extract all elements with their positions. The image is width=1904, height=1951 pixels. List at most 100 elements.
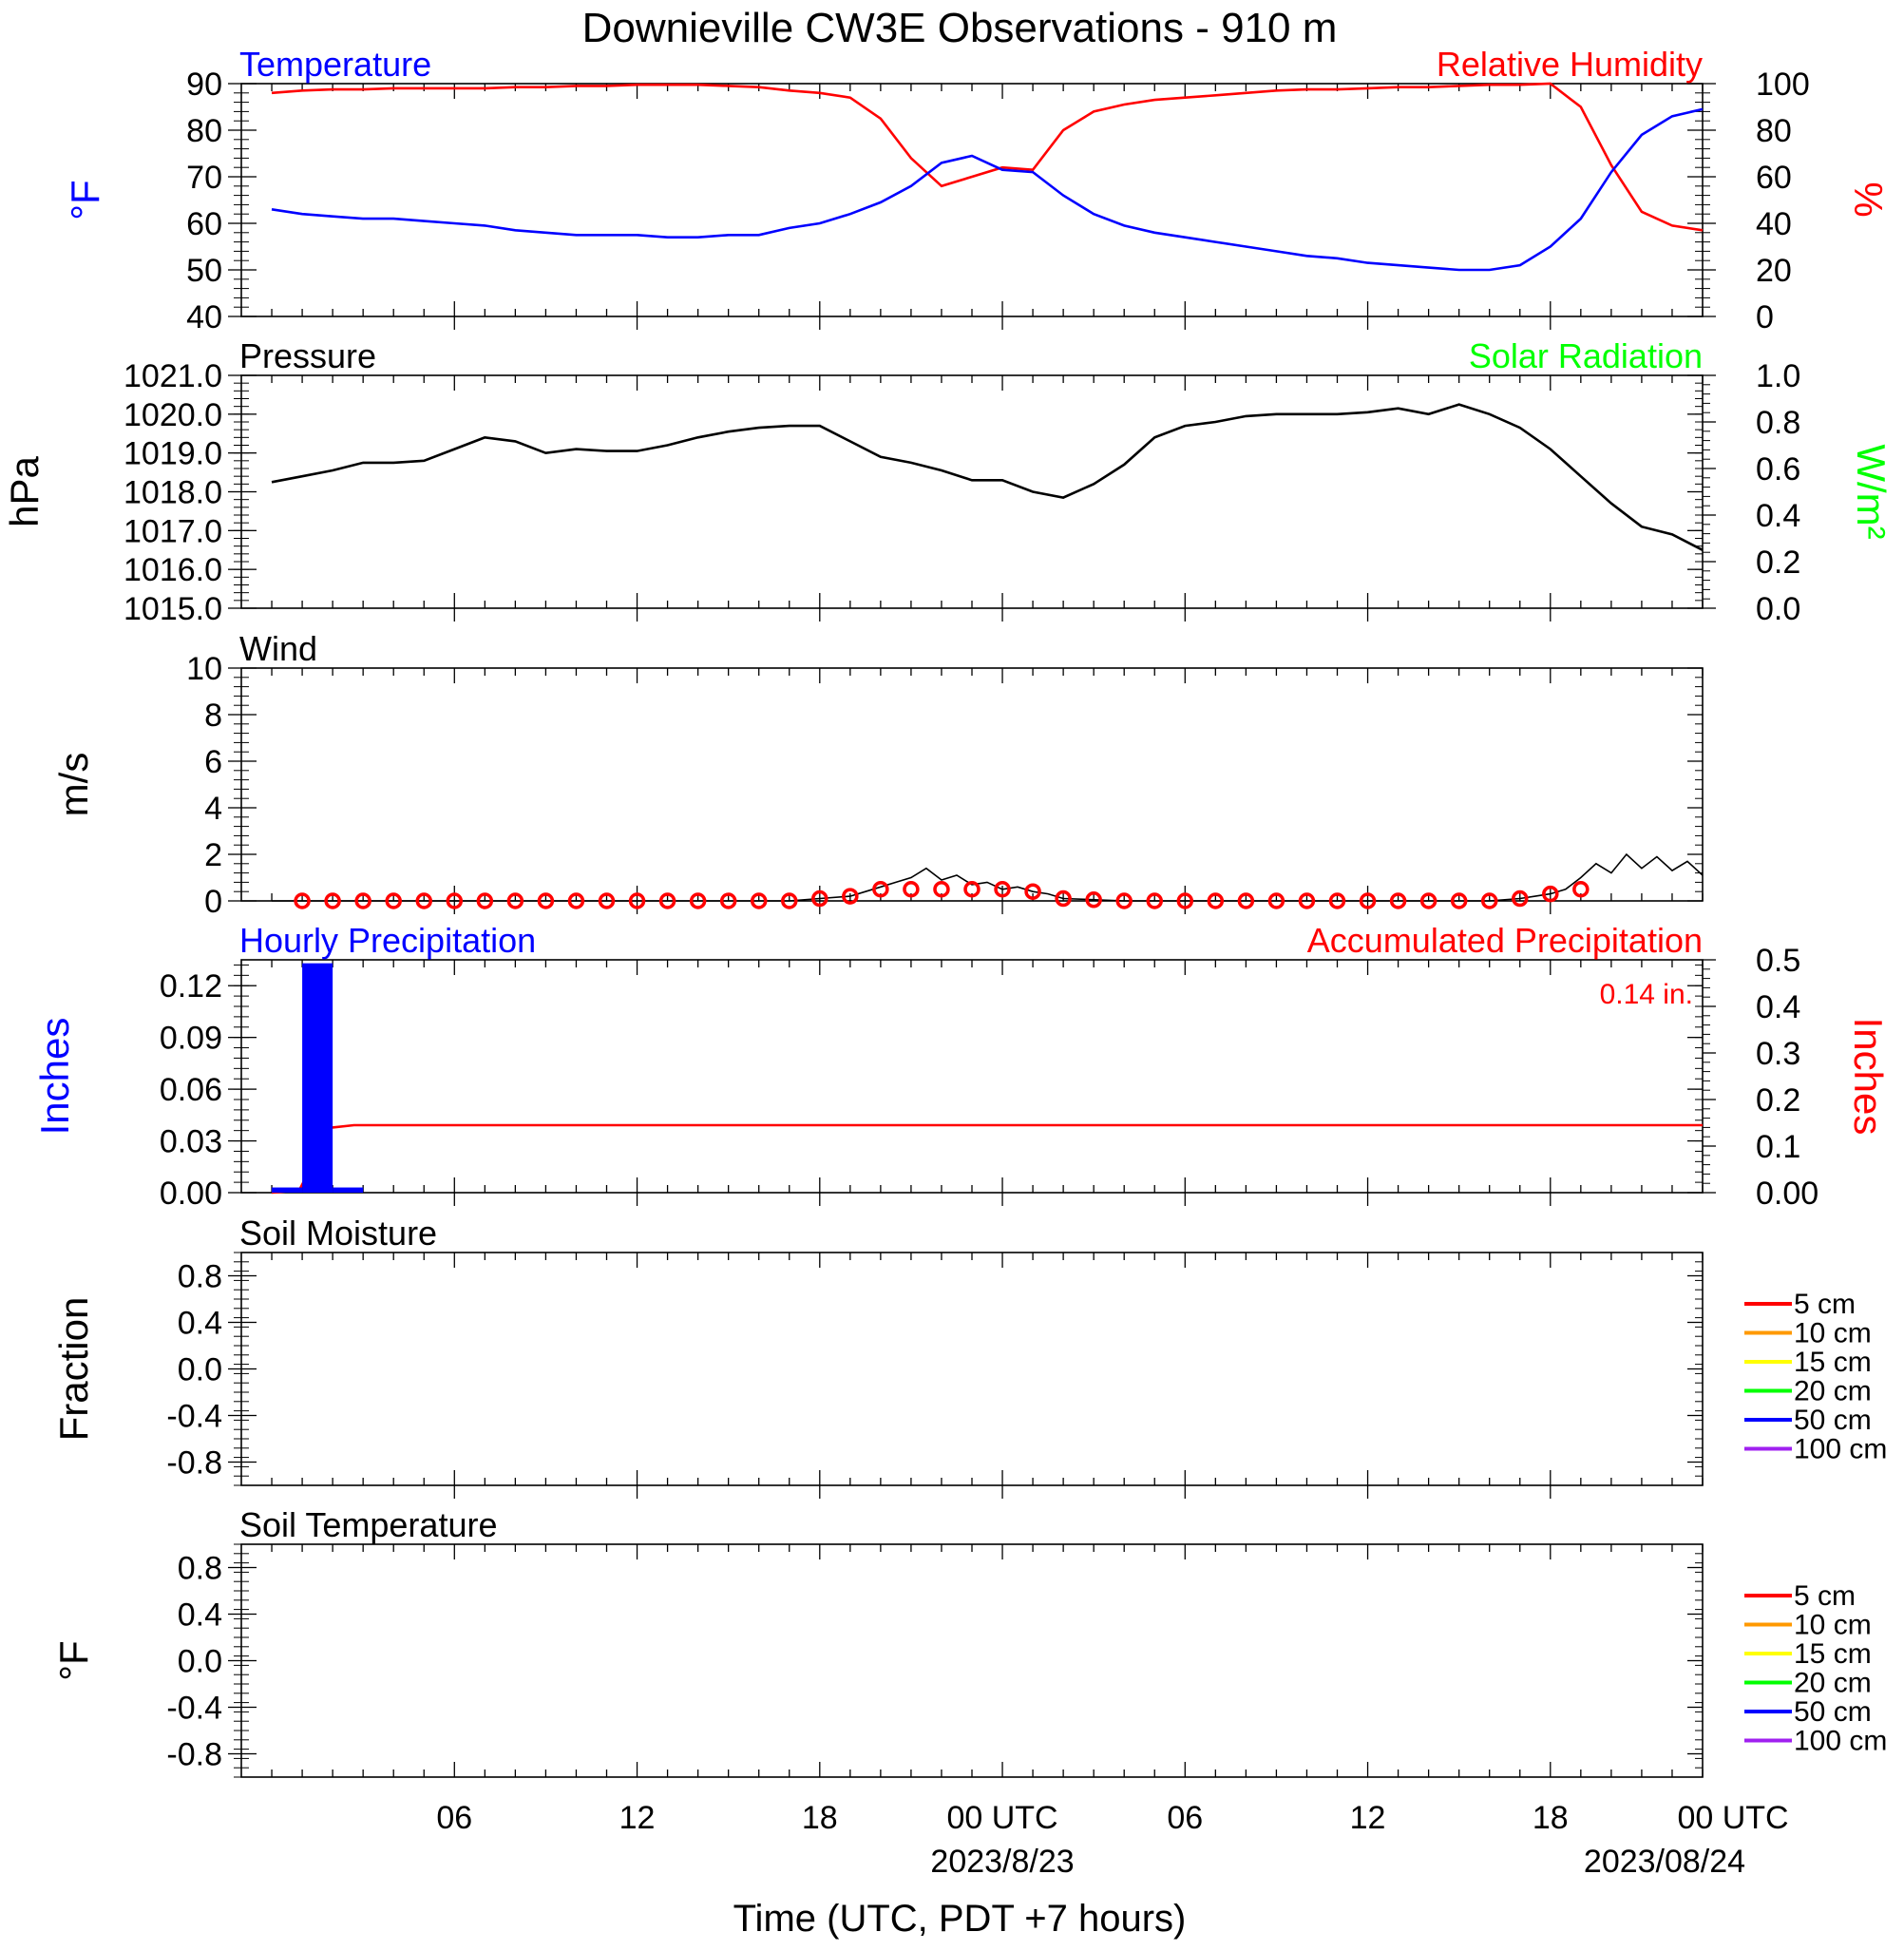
y-tick-label-left: 0.00 — [160, 1176, 222, 1212]
legend-label: 10 cm — [1794, 1610, 1872, 1641]
plot-frame — [240, 374, 1704, 609]
panel-temperature-humidity: 90 80 70 60 50 40 °F Temperature Relative Humidi… — [63, 45, 1891, 335]
wind-marker — [963, 881, 981, 898]
y-tick-label-right: 20 — [1756, 253, 1792, 289]
x-tick-label: 12 — [619, 1800, 656, 1836]
legend-label: 100 cm — [1794, 1434, 1887, 1465]
y-tick-label-left: 0.4 — [178, 1306, 222, 1342]
y-tick-label-left: 1016.0 — [124, 552, 222, 588]
legend-label: 20 cm — [1794, 1668, 1872, 1699]
y-tick-label-left: 0.8 — [178, 1259, 222, 1295]
panel-pressure: 1021.01020.01019.01018.01017.01016.01015… — [2, 336, 1894, 627]
x-tick-label: 18 — [802, 1800, 838, 1836]
chart-title: Downieville CW3E Observations - 910 m — [582, 5, 1338, 51]
y-tick-label-left: 0.12 — [160, 968, 222, 1004]
y-tick-label-left: 80 — [186, 113, 222, 149]
y-tick-label-left: 40 — [186, 299, 222, 335]
wind-marker — [1572, 881, 1590, 898]
x-tick-label: 00 UTC — [1677, 1800, 1788, 1836]
y-tick-label-left: 6 — [204, 744, 222, 780]
legend-label: 5 cm — [1794, 1289, 1856, 1320]
wind-marker — [446, 892, 464, 909]
y-tick-label-left: -0.8 — [166, 1737, 222, 1773]
wind-marker — [1085, 891, 1102, 909]
y-tick-label-left: 60 — [186, 206, 222, 242]
legend-label: 20 cm — [1794, 1376, 1872, 1407]
wind-marker — [1542, 885, 1559, 903]
y-tick-label-right: 80 — [1756, 113, 1792, 149]
y-tick-label-left: 4 — [204, 791, 222, 827]
y-tick-label-left: 1018.0 — [124, 475, 222, 511]
wind-marker — [1512, 889, 1529, 908]
y-tick-label-left: 0.0 — [178, 1644, 222, 1680]
y-tick-label-left: 1017.0 — [124, 513, 222, 549]
wind-marker — [415, 892, 432, 909]
wind-marker — [1055, 889, 1072, 908]
wind-marker — [1176, 892, 1194, 909]
wind-marker — [842, 888, 859, 905]
x-tick-label: 00 UTC — [946, 1800, 1057, 1836]
wind-marker — [750, 892, 768, 909]
wind-marker — [1024, 883, 1041, 900]
legend-label: 10 cm — [1794, 1318, 1872, 1349]
x-tick-label: 18 — [1533, 1800, 1569, 1836]
y-tick-label-left: 0 — [204, 884, 222, 920]
y-tick-label-left: 0.4 — [178, 1597, 222, 1634]
y-axis-unit-left: Inches — [32, 1018, 77, 1136]
y-tick-label-left: 10 — [186, 651, 222, 687]
legend-label: 15 cm — [1794, 1347, 1872, 1378]
y-axis-unit-left: °F — [63, 180, 107, 220]
wind-marker — [781, 892, 798, 909]
y-tick-label-left: 1020.0 — [124, 397, 222, 433]
y-tick-label-left: -0.8 — [166, 1445, 222, 1482]
series-line-temperature — [271, 107, 1704, 272]
wind-marker — [689, 892, 707, 909]
y-tick-label-right: 0.6 — [1756, 451, 1800, 488]
y-axis-unit-left: m/s — [51, 753, 96, 817]
accumulated-total-label: 0.14 in. — [1600, 979, 1693, 1010]
y-axis-unit-left: Fraction — [51, 1297, 96, 1442]
y-tick-label-right: 0.8 — [1756, 405, 1800, 441]
y-tick-label-right: 0.5 — [1756, 943, 1800, 979]
y-tick-label-right: 0.3 — [1756, 1036, 1800, 1072]
y-tick-label-right: 0.2 — [1756, 545, 1800, 581]
y-tick-label-left: 0.06 — [160, 1072, 222, 1108]
y-tick-label-left: 70 — [186, 160, 222, 196]
y-tick-label-right: 60 — [1756, 160, 1792, 196]
legend-label: 5 cm — [1794, 1580, 1856, 1612]
precip-bar — [302, 963, 333, 1193]
legend-label: 15 cm — [1794, 1638, 1872, 1670]
panel-soil-moisture: 0.8 0.4 0.0 -0.4 -0.8 Fraction Soil Moisture 5 … — [51, 1214, 1887, 1499]
y-tick-label-right: 0.2 — [1756, 1082, 1800, 1119]
plot-frame — [240, 1543, 1704, 1778]
y-tick-label-right: 0.0 — [1756, 591, 1800, 627]
y-tick-label-left: 1021.0 — [124, 358, 222, 394]
y-tick-label-left: 1019.0 — [124, 436, 222, 472]
x-axis-title: Time (UTC, PDT +7 hours) — [733, 1898, 1187, 1940]
wind-marker — [872, 881, 889, 898]
panel-label-left: Pressure — [239, 336, 376, 375]
legend-label: 100 cm — [1794, 1726, 1887, 1757]
y-tick-label-left: 50 — [186, 253, 222, 289]
wind-marker — [537, 892, 555, 909]
y-tick-label-right: 0.1 — [1756, 1129, 1800, 1165]
x-tick-label: 06 — [1167, 1800, 1203, 1836]
y-axis-unit-left: hPa — [2, 455, 47, 526]
plot-frame — [240, 1252, 1704, 1486]
y-tick-label-right: 0.4 — [1756, 989, 1800, 1025]
y-axis-unit-left: °F — [51, 1640, 96, 1680]
y-tick-label-right: 100 — [1756, 67, 1810, 103]
y-tick-label-right: 0.00 — [1756, 1176, 1818, 1212]
wind-marker — [1419, 892, 1438, 909]
wind-marker — [598, 892, 616, 909]
plot-frame — [240, 959, 1704, 1194]
precip-bar — [272, 1187, 303, 1193]
y-axis-unit-right: Inches — [1846, 1018, 1891, 1136]
wind-marker — [994, 881, 1011, 898]
plot-frame — [240, 83, 1704, 317]
x-date-label: 2023/08/24 — [1584, 1844, 1745, 1880]
wind-marker — [1389, 892, 1407, 909]
wind-marker — [628, 892, 646, 909]
